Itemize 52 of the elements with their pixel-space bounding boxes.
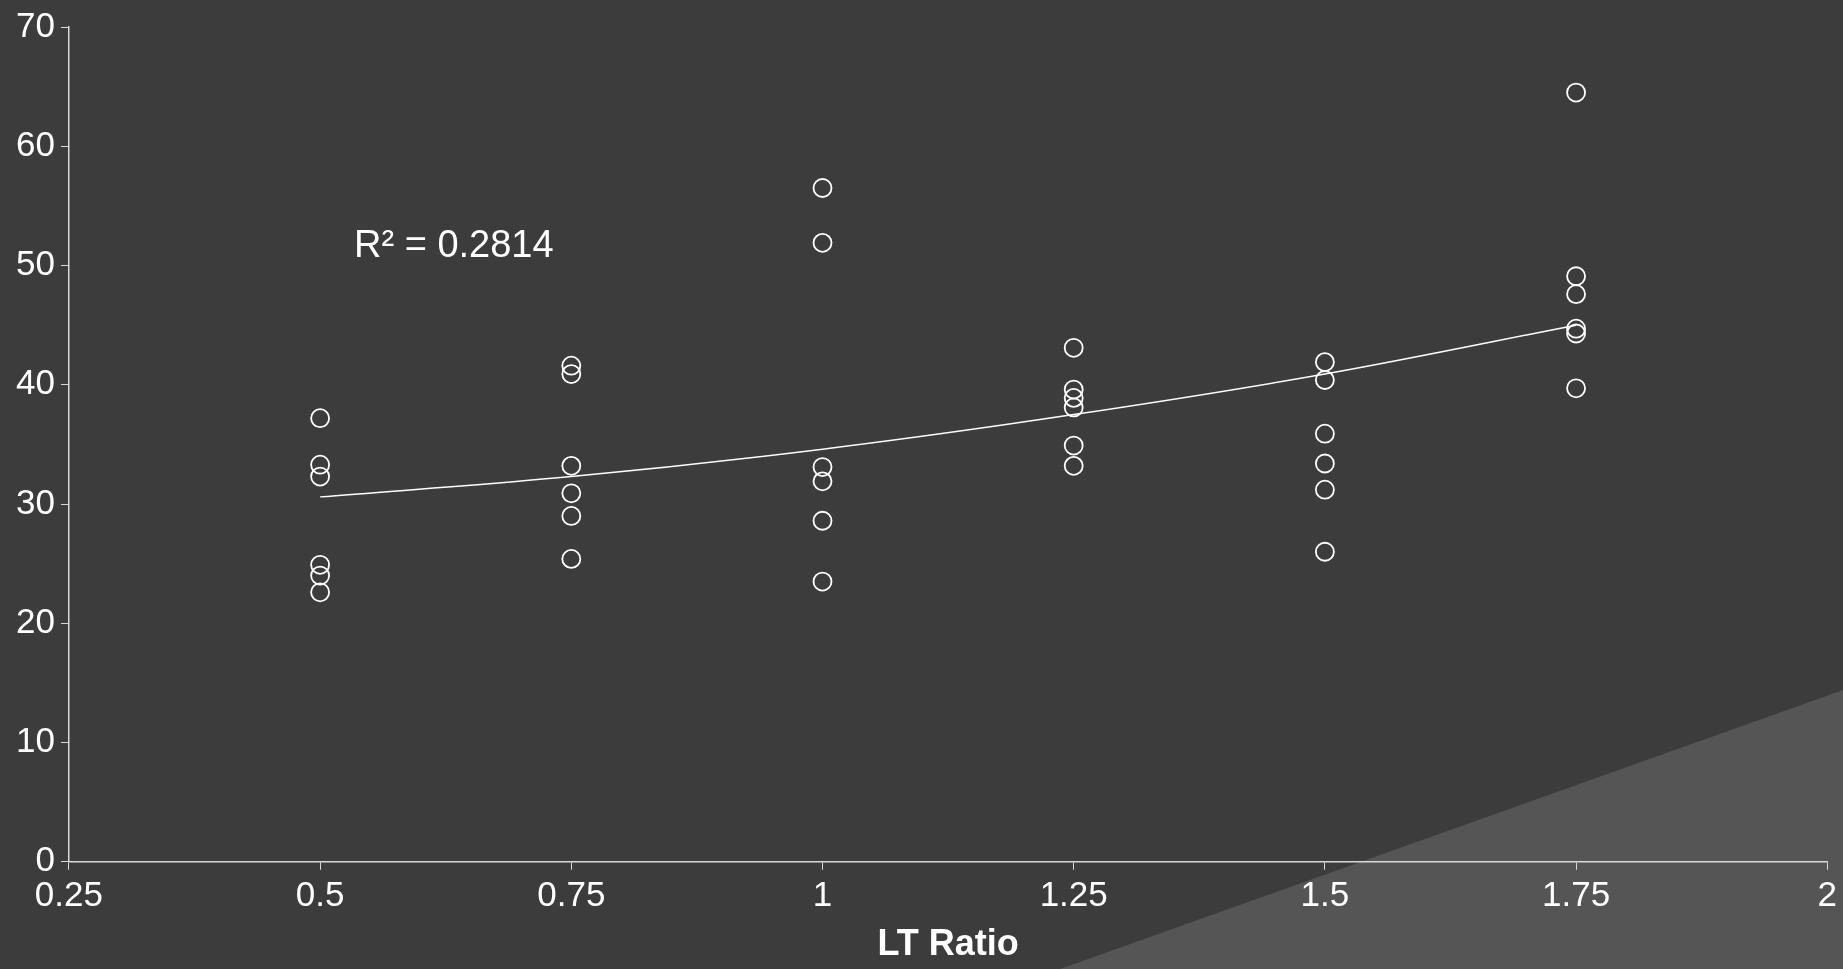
point — [812, 178, 833, 198]
y-tick-label: 60 — [15, 123, 55, 163]
point — [812, 510, 833, 531]
point — [1063, 455, 1084, 476]
point — [1063, 387, 1084, 408]
point — [1314, 541, 1335, 562]
y-tick-label: 30 — [15, 481, 55, 521]
x-tick-label: 0.75 — [537, 874, 606, 914]
point — [812, 571, 833, 592]
x-tick-label: 1 — [812, 874, 833, 914]
point — [1566, 323, 1586, 344]
point — [310, 582, 331, 603]
x-tick-label: 2 — [1817, 874, 1837, 914]
x-tick-label: 1.75 — [1542, 874, 1611, 914]
point — [561, 355, 582, 376]
point — [1566, 284, 1586, 305]
point — [812, 232, 833, 253]
point — [310, 466, 331, 487]
point — [561, 506, 582, 526]
point — [1314, 479, 1335, 500]
point — [1314, 370, 1335, 390]
y-tick-label: 50 — [15, 243, 55, 283]
point — [1566, 82, 1586, 103]
x-axis-title: LT Ratio — [877, 922, 1019, 964]
point — [561, 483, 582, 504]
point — [310, 565, 331, 586]
point — [1566, 266, 1586, 287]
point — [1063, 379, 1084, 400]
point — [1314, 453, 1335, 474]
point — [310, 408, 331, 429]
point — [561, 548, 582, 569]
point — [561, 455, 582, 476]
point — [1314, 352, 1335, 373]
x-tick-label: 1.5 — [1300, 874, 1350, 914]
x-tick-label: 1.25 — [1039, 874, 1108, 914]
point — [1063, 397, 1084, 418]
point — [561, 364, 582, 384]
point — [310, 554, 331, 575]
point — [812, 457, 833, 477]
y-tick-label: 20 — [15, 600, 55, 640]
point — [1566, 318, 1586, 339]
point — [1063, 435, 1084, 456]
point — [1314, 423, 1335, 444]
point — [812, 471, 833, 492]
x-tick-label: 0.5 — [295, 874, 345, 914]
y-tick-label: 10 — [15, 720, 55, 760]
y-tick-label: 40 — [15, 362, 55, 402]
y-tick-label: 70 — [15, 4, 55, 44]
annotation: R² = 0.2814 — [354, 223, 554, 266]
point — [1063, 337, 1084, 358]
point — [1566, 378, 1586, 399]
point — [310, 454, 331, 475]
